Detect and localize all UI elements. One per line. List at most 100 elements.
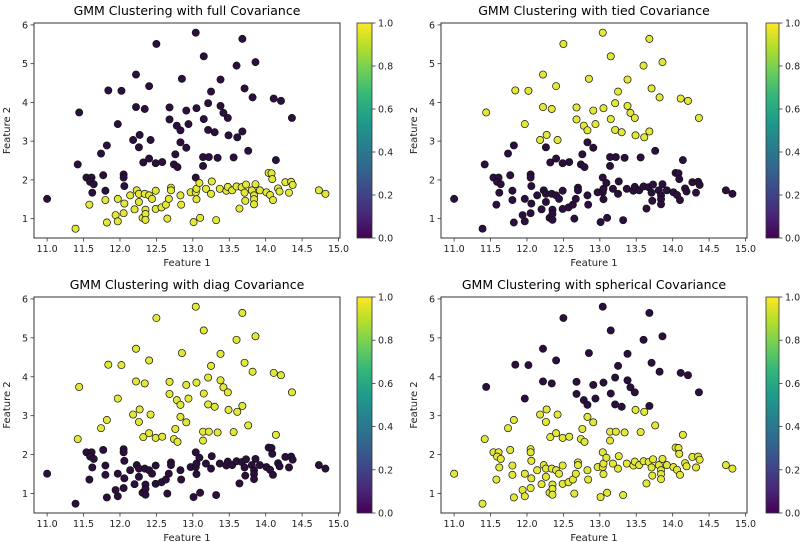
data-point xyxy=(244,421,253,430)
data-point xyxy=(164,194,173,203)
data-point xyxy=(508,196,517,204)
data-point xyxy=(119,209,128,218)
x-tick-label: 12.0 xyxy=(109,519,130,530)
data-point xyxy=(520,194,529,203)
subplot-spherical: GMM Clustering with spherical Covariance… xyxy=(409,277,800,542)
data-point xyxy=(565,432,574,441)
data-point xyxy=(251,180,260,189)
data-point xyxy=(642,479,651,488)
data-point xyxy=(520,394,529,403)
data-point xyxy=(495,463,504,472)
data-point xyxy=(570,214,579,223)
data-point xyxy=(692,463,700,472)
data-point xyxy=(611,373,620,382)
data-point xyxy=(85,475,94,484)
data-point xyxy=(233,133,242,142)
colorbar-tick-label: 0.6 xyxy=(785,105,800,116)
data-point xyxy=(526,209,535,218)
y-tick-label: 1 xyxy=(429,214,435,225)
data-point xyxy=(649,180,657,189)
data-point xyxy=(215,184,224,193)
data-point xyxy=(614,189,622,198)
data-point xyxy=(238,402,247,410)
data-point xyxy=(171,424,180,433)
data-point xyxy=(527,474,536,483)
data-point xyxy=(552,154,561,163)
data-point xyxy=(204,153,213,161)
data-point xyxy=(678,430,687,439)
plot-area xyxy=(440,22,748,239)
data-point xyxy=(216,349,225,358)
data-point xyxy=(495,188,504,197)
x-axis-label: Feature 1 xyxy=(570,533,617,542)
data-point xyxy=(524,86,533,95)
data-point xyxy=(71,224,80,233)
data-point xyxy=(89,454,98,463)
data-point xyxy=(176,400,185,409)
data-point xyxy=(552,429,561,438)
data-point xyxy=(250,475,258,484)
data-point xyxy=(626,108,635,117)
data-point xyxy=(251,58,260,67)
data-point xyxy=(676,196,684,204)
data-point xyxy=(204,400,213,409)
data-point xyxy=(182,381,191,389)
data-point xyxy=(559,314,568,322)
colorbar-tick-label: 1.0 xyxy=(785,19,800,30)
data-point xyxy=(558,159,567,168)
data-point xyxy=(176,412,185,421)
data-point xyxy=(314,461,323,470)
data-point xyxy=(173,163,182,172)
data-point xyxy=(539,103,547,112)
data-point xyxy=(204,427,213,436)
y-tick-label: 6 xyxy=(429,294,435,305)
data-point xyxy=(235,204,244,213)
data-point xyxy=(207,464,215,473)
colorbar-tick-label: 0.2 xyxy=(378,465,393,476)
data-point xyxy=(321,189,330,198)
data-point xyxy=(165,115,174,124)
data-point xyxy=(99,446,108,454)
data-point xyxy=(199,326,208,335)
data-point xyxy=(204,125,213,134)
x-tick-label: 11.0 xyxy=(444,519,465,530)
data-point xyxy=(636,153,645,162)
data-point xyxy=(559,39,568,48)
x-tick-label: 15.0 xyxy=(328,244,349,255)
data-point xyxy=(207,87,215,96)
data-point xyxy=(611,99,620,108)
data-point xyxy=(182,143,191,152)
data-point xyxy=(684,371,692,380)
data-point xyxy=(617,128,626,137)
data-point xyxy=(102,218,111,227)
data-point xyxy=(182,106,191,115)
data-point xyxy=(191,173,200,182)
data-point xyxy=(232,61,241,70)
data-point xyxy=(548,215,557,224)
data-point xyxy=(165,103,174,112)
data-point xyxy=(606,161,614,170)
colorbar-tick-label: 0.4 xyxy=(378,148,393,159)
data-point xyxy=(199,436,207,445)
data-point xyxy=(158,158,167,167)
y-tick-label: 3 xyxy=(22,137,28,148)
data-point xyxy=(189,493,198,501)
data-point xyxy=(204,373,213,382)
data-point xyxy=(492,475,501,484)
colorbar-tick-label: 0.4 xyxy=(785,148,800,159)
data-point xyxy=(541,198,550,206)
y-axis-label: Feature 2 xyxy=(409,107,420,154)
data-point xyxy=(482,108,491,117)
data-point xyxy=(163,489,172,498)
data-point xyxy=(570,489,579,498)
x-tick-label: 11.0 xyxy=(444,244,465,255)
data-point xyxy=(191,448,200,457)
data-point xyxy=(75,108,84,117)
x-tick-label: 12.0 xyxy=(516,244,537,255)
data-point xyxy=(527,182,536,191)
x-tick-label: 14.5 xyxy=(292,244,313,255)
colorbar-tick-label: 0.6 xyxy=(378,105,393,116)
data-point xyxy=(623,75,632,84)
data-point xyxy=(602,179,611,187)
